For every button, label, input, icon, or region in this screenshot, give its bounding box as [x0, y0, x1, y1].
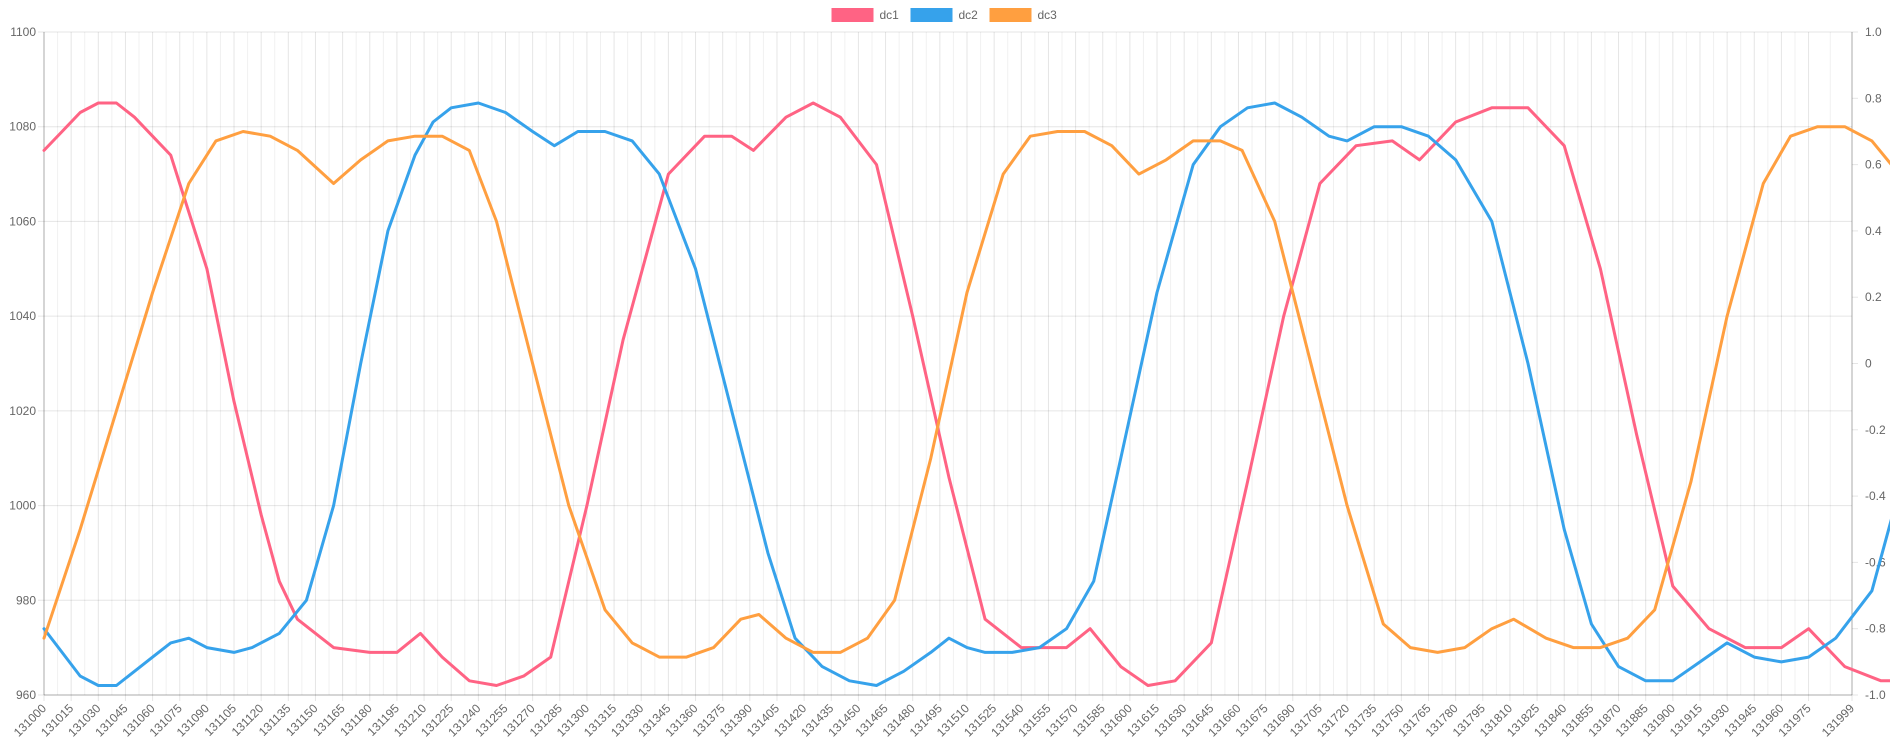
legend[interactable]: dc1 dc2 dc3 [831, 8, 1058, 22]
grid-lines [38, 31, 1858, 701]
y-left-tick-label: 1020 [9, 404, 36, 418]
series-lines [42, 101, 1890, 687]
series-line-dc3 [42, 125, 1890, 659]
y-left-tick-label: 1060 [9, 214, 36, 228]
y-left-tick-label: 1080 [9, 120, 36, 134]
y-right-tick-label: -0.6 [1865, 555, 1886, 569]
y-right-tick-label: -0.2 [1865, 423, 1886, 437]
y-right-tick-label: -0.4 [1865, 489, 1886, 503]
legend-label-dc3: dc3 [1038, 8, 1058, 22]
y-left-tick-label: 1100 [10, 25, 36, 39]
legend-label-dc1: dc1 [880, 8, 900, 22]
y-right-tick-label: 0.6 [1865, 158, 1882, 172]
y-right-tick-label: 0.2 [1865, 290, 1882, 304]
legend-item-dc2[interactable]: dc2 [910, 8, 979, 22]
y-left-tick-label: 980 [16, 593, 36, 607]
y-right-tick-label: 0 [1865, 357, 1872, 371]
legend-item-dc1[interactable]: dc1 [831, 8, 900, 22]
series-line-dc2 [42, 101, 1890, 687]
y-right-tick-label: 0.4 [1865, 224, 1882, 238]
legend-label-dc2: dc2 [959, 8, 979, 22]
series-line-dc1 [42, 101, 1890, 687]
legend-swatch-dc1 [831, 8, 874, 22]
y-right-tick-label: 0.8 [1865, 91, 1882, 105]
legend-swatch-dc2 [910, 8, 953, 22]
y-right-tick-label: -1.0 [1865, 688, 1886, 702]
y-left-tick-label: 960 [16, 688, 36, 702]
y-right-tick-label: -0.8 [1865, 622, 1886, 636]
y-right-tick-label: 1.0 [1865, 25, 1882, 39]
legend-item-dc3[interactable]: dc3 [989, 8, 1058, 22]
y-left-tick-label: 1000 [9, 499, 36, 513]
legend-swatch-dc3 [989, 8, 1032, 22]
x-tick-label: 131999 [1819, 701, 1857, 739]
y-left-tick-label: 1040 [9, 309, 36, 323]
